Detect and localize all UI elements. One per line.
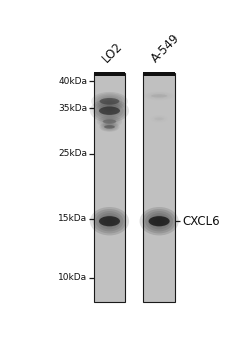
Ellipse shape: [93, 209, 126, 233]
Ellipse shape: [104, 107, 115, 114]
Bar: [94, 72, 125, 77]
Ellipse shape: [90, 99, 129, 122]
Ellipse shape: [96, 102, 123, 119]
Ellipse shape: [99, 116, 120, 127]
Text: A-549: A-549: [149, 31, 183, 65]
Ellipse shape: [104, 119, 115, 124]
Ellipse shape: [145, 211, 173, 231]
Ellipse shape: [104, 124, 115, 130]
Ellipse shape: [96, 211, 123, 231]
Text: 10kDa: 10kDa: [58, 273, 87, 282]
Text: 35kDa: 35kDa: [58, 104, 87, 113]
Ellipse shape: [97, 116, 122, 128]
Ellipse shape: [99, 122, 120, 132]
Ellipse shape: [106, 126, 112, 128]
Ellipse shape: [101, 123, 118, 131]
Ellipse shape: [98, 104, 121, 118]
Ellipse shape: [96, 94, 123, 108]
Ellipse shape: [90, 207, 129, 236]
Text: 40kDa: 40kDa: [58, 77, 87, 86]
Text: CXCL6: CXCL6: [182, 215, 220, 228]
Ellipse shape: [102, 118, 117, 125]
Ellipse shape: [105, 125, 114, 129]
Ellipse shape: [148, 213, 170, 229]
Ellipse shape: [99, 96, 120, 107]
Ellipse shape: [149, 216, 170, 226]
Ellipse shape: [100, 98, 119, 105]
Ellipse shape: [140, 207, 179, 236]
Ellipse shape: [106, 120, 113, 123]
Ellipse shape: [98, 213, 121, 229]
Text: 25kDa: 25kDa: [58, 149, 87, 158]
Ellipse shape: [107, 219, 112, 223]
Text: LO2: LO2: [99, 40, 125, 65]
Ellipse shape: [104, 125, 115, 129]
Bar: [143, 73, 175, 302]
Ellipse shape: [91, 92, 128, 111]
Ellipse shape: [101, 106, 118, 116]
Ellipse shape: [154, 217, 165, 225]
Text: 15kDa: 15kDa: [58, 214, 87, 223]
Ellipse shape: [101, 215, 118, 227]
Ellipse shape: [102, 97, 117, 105]
Ellipse shape: [107, 100, 112, 103]
Ellipse shape: [103, 119, 116, 124]
Ellipse shape: [94, 93, 125, 109]
Ellipse shape: [104, 99, 115, 104]
Bar: [143, 72, 175, 77]
Ellipse shape: [156, 219, 162, 223]
Ellipse shape: [100, 117, 119, 126]
Ellipse shape: [107, 109, 112, 112]
Ellipse shape: [151, 215, 168, 227]
Ellipse shape: [102, 124, 117, 131]
Ellipse shape: [99, 216, 120, 226]
Ellipse shape: [151, 94, 167, 98]
Ellipse shape: [142, 209, 176, 233]
Ellipse shape: [99, 106, 120, 115]
Ellipse shape: [93, 101, 126, 121]
Ellipse shape: [154, 118, 164, 120]
Ellipse shape: [104, 217, 115, 225]
Bar: [94, 73, 125, 302]
